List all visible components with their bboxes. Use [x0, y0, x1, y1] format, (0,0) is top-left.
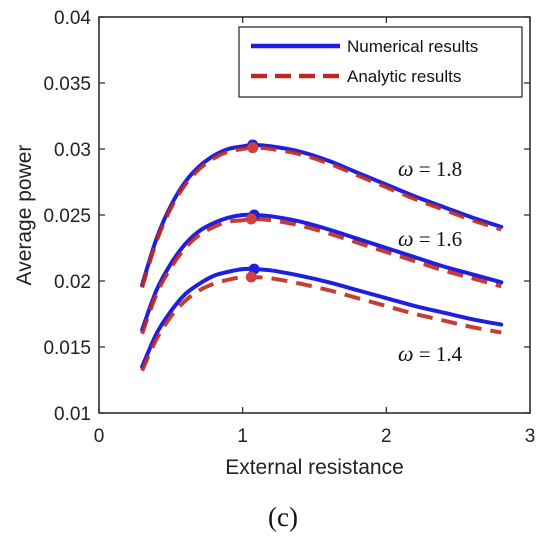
panel-label: (c)	[268, 502, 298, 532]
y-tick-label: 0.035	[43, 74, 91, 95]
x-tick-label: 3	[525, 426, 536, 447]
series-line-analytic	[140, 216, 502, 335]
series-line-analytic	[140, 274, 502, 372]
series-line-analytic	[140, 145, 502, 289]
peak-markers	[245, 139, 260, 283]
legend-box	[238, 26, 523, 98]
y-tick-label: 0.025	[43, 206, 91, 227]
x-tick-label: 1	[237, 426, 248, 447]
legend: Numerical results Analytic results	[238, 26, 523, 98]
omega-label-1-6: ω = 1.6	[398, 226, 462, 251]
y-tick-label: 0.015	[43, 338, 91, 359]
x-tick-label: 0	[94, 426, 105, 447]
omega-label-1-4: ω = 1.4	[398, 341, 463, 366]
x-axis-label: External resistance	[225, 456, 404, 479]
y-tick-label: 0.01	[54, 404, 91, 425]
peak-marker	[247, 142, 259, 154]
omega-label-1-8: ω = 1.8	[398, 156, 462, 181]
legend-label-analytic: Analytic results	[347, 67, 461, 86]
series-line-numerical	[140, 212, 504, 332]
peak-marker	[245, 271, 257, 283]
x-tick-label: 2	[381, 426, 392, 447]
axis-ticks: 0 1 2 3 0.01 0.015 0.02 0.025 0.03 0.035 0.04	[43, 8, 535, 447]
y-tick-label: 0.03	[54, 140, 91, 161]
y-tick-label: 0.02	[54, 272, 91, 293]
y-axis-label: Average power	[13, 145, 36, 286]
y-tick-label: 0.04	[54, 8, 91, 29]
peak-marker	[245, 213, 257, 225]
data-series	[140, 143, 504, 372]
legend-label-numerical: Numerical results	[347, 37, 478, 56]
series-line-numerical	[140, 266, 504, 369]
